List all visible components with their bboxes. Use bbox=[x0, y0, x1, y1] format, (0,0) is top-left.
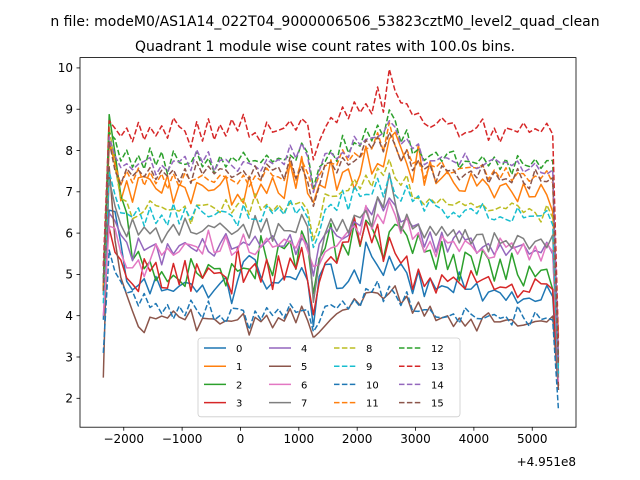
series-line-10 bbox=[103, 250, 558, 411]
series-line-13 bbox=[103, 69, 558, 344]
axis-layer: −2000 −1000 0 1000 2000 3000 4000 5000 2 3 4 5 6 7 8 9 1… bbox=[58, 61, 548, 446]
x-tick-label: −1000 bbox=[162, 432, 203, 446]
series-line-1 bbox=[103, 132, 558, 336]
y-tick-label: 5 bbox=[65, 268, 73, 282]
y-tick-label: 3 bbox=[65, 350, 73, 364]
x-tick-label: 4000 bbox=[459, 432, 490, 446]
y-tick-label: 2 bbox=[65, 392, 73, 406]
legend-label-5: 5 bbox=[301, 362, 307, 373]
legend-label-1: 1 bbox=[236, 362, 242, 373]
x-tick-label: 3000 bbox=[400, 432, 431, 446]
x-tick-label: 2000 bbox=[342, 432, 373, 446]
series-line-5 bbox=[103, 167, 558, 390]
plot-frame bbox=[79, 57, 577, 428]
series-line-15 bbox=[103, 132, 558, 365]
x-tick-label: 1000 bbox=[284, 432, 315, 446]
series-line-8 bbox=[103, 127, 558, 365]
legend-label-6: 6 bbox=[301, 380, 307, 391]
series-line-7 bbox=[103, 173, 558, 377]
series-line-0 bbox=[103, 210, 558, 390]
legend-label-3: 3 bbox=[236, 399, 242, 410]
legend-label-9: 9 bbox=[366, 362, 372, 373]
legend-label-10: 10 bbox=[366, 380, 379, 391]
series-line-12 bbox=[103, 110, 558, 357]
legend-label-0: 0 bbox=[236, 344, 242, 355]
series-line-9 bbox=[103, 172, 558, 374]
y-tick-label: 10 bbox=[58, 61, 73, 75]
x-offset-label: +4.951e8 bbox=[517, 455, 576, 469]
chart-title: Quadrant 1 module wise count rates with … bbox=[135, 39, 515, 55]
x-tick-label: −2000 bbox=[103, 432, 144, 446]
series-layer bbox=[103, 69, 558, 411]
y-tick-label: 6 bbox=[65, 226, 73, 240]
figure-suptitle: n file: modeM0/AS1A14_022T04_9000006506_… bbox=[50, 14, 599, 30]
y-tick-label: 9 bbox=[65, 103, 73, 117]
legend-label-14: 14 bbox=[431, 380, 444, 391]
legend-box bbox=[197, 337, 461, 418]
legend-label-4: 4 bbox=[301, 344, 307, 355]
legend-label-2: 2 bbox=[236, 380, 242, 391]
y-tick-label: 4 bbox=[65, 309, 73, 323]
legend-label-13: 13 bbox=[431, 362, 444, 373]
legend-label-11: 11 bbox=[366, 399, 379, 410]
x-tick-label: 0 bbox=[237, 432, 245, 446]
legend-label-15: 15 bbox=[431, 399, 444, 410]
series-line-6 bbox=[103, 201, 558, 382]
y-tick-label: 8 bbox=[65, 144, 73, 158]
legend-label-8: 8 bbox=[366, 344, 372, 355]
legend-label-12: 12 bbox=[431, 344, 444, 355]
y-tick-label: 7 bbox=[65, 185, 73, 199]
series-line-4 bbox=[103, 198, 558, 374]
series-line-3 bbox=[103, 217, 558, 386]
legend-label-7: 7 bbox=[301, 399, 307, 410]
x-tick-label: 5000 bbox=[517, 432, 548, 446]
